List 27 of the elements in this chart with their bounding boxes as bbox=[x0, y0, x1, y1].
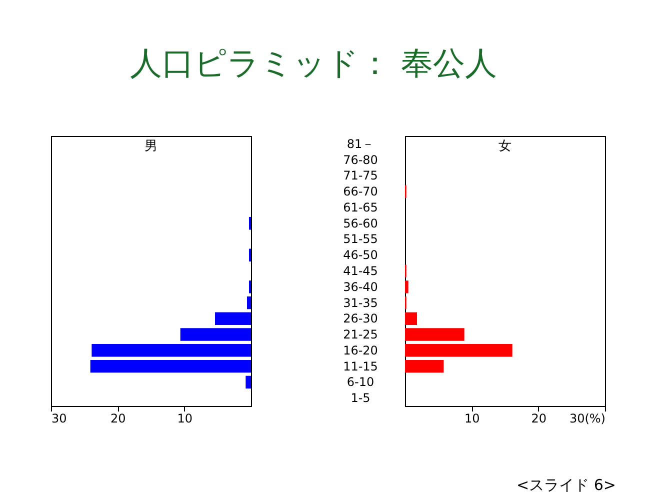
text: <スライド 6> bbox=[516, 476, 616, 495]
y-tick-label: 71-75 bbox=[343, 168, 378, 183]
y-tick-label: 26-30 bbox=[343, 312, 378, 326]
text: 女 bbox=[498, 139, 512, 154]
y-tick-label: 11-15 bbox=[343, 359, 378, 374]
y-tick-label: 61-65 bbox=[343, 200, 378, 214]
y-tick-label: 1-5 bbox=[350, 391, 370, 406]
y-tick-label: 36-40 bbox=[343, 280, 378, 294]
chart-title: 人口ピラミッド： 奉公人 bbox=[130, 43, 498, 84]
y-tick-label: 46-50 bbox=[343, 248, 378, 262]
x-tick-label: 10 bbox=[177, 412, 192, 426]
x-tick-label: 20 bbox=[110, 412, 126, 426]
y-tick-label: 81－ bbox=[346, 136, 374, 151]
text: 男 bbox=[144, 139, 158, 154]
y-tick-label: 6-10 bbox=[346, 375, 374, 390]
y-tick-label: 76-80 bbox=[343, 152, 378, 167]
y-tick-label: 41-45 bbox=[343, 264, 378, 278]
y-tick-label: 16-20 bbox=[343, 343, 378, 358]
y-tick-label: 51-55 bbox=[343, 232, 378, 246]
x-tick-label: 30 bbox=[52, 412, 67, 426]
y-tick-label: 21-25 bbox=[343, 328, 378, 342]
x-tick-label: 10 bbox=[464, 412, 480, 426]
y-tick-label: 31-35 bbox=[343, 296, 378, 310]
y-tick-label: 56-60 bbox=[343, 216, 378, 230]
x-tick-label: 20 bbox=[531, 412, 546, 426]
x-tick-label: 30(%) bbox=[569, 412, 606, 426]
y-tick-label: 66-70 bbox=[343, 184, 378, 199]
